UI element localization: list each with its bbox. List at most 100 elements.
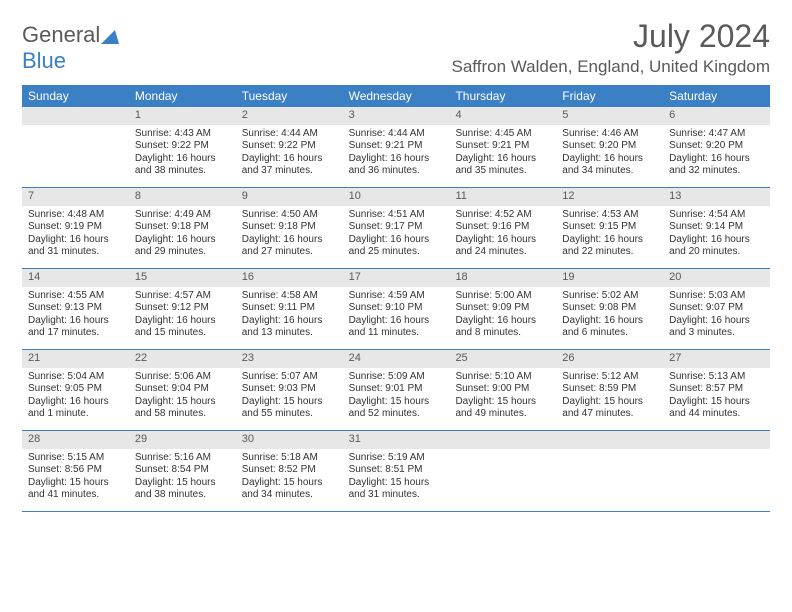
day-line: Sunrise: 4:50 AM: [242, 209, 337, 222]
day-cell: 6Sunrise: 4:47 AMSunset: 9:20 PMDaylight…: [663, 107, 770, 187]
day-content: Sunrise: 5:16 AMSunset: 8:54 PMDaylight:…: [129, 449, 236, 508]
day-cell: 15Sunrise: 4:57 AMSunset: 9:12 PMDayligh…: [129, 269, 236, 349]
day-content: Sunrise: 4:54 AMSunset: 9:14 PMDaylight:…: [663, 206, 770, 265]
day-line: Daylight: 16 hours: [28, 234, 123, 247]
day-content: Sunrise: 4:57 AMSunset: 9:12 PMDaylight:…: [129, 287, 236, 346]
day-line: Daylight: 16 hours: [28, 315, 123, 328]
day-cell: 4Sunrise: 4:45 AMSunset: 9:21 PMDaylight…: [449, 107, 556, 187]
day-number: 22: [129, 350, 236, 368]
day-line: Sunrise: 5:09 AM: [349, 371, 444, 384]
day-cell: 3Sunrise: 4:44 AMSunset: 9:21 PMDaylight…: [343, 107, 450, 187]
day-line: and 55 minutes.: [242, 408, 337, 421]
day-cell: 24Sunrise: 5:09 AMSunset: 9:01 PMDayligh…: [343, 350, 450, 430]
day-cell: 7Sunrise: 4:48 AMSunset: 9:19 PMDaylight…: [22, 188, 129, 268]
day-number: 6: [663, 107, 770, 125]
day-cell: 22Sunrise: 5:06 AMSunset: 9:04 PMDayligh…: [129, 350, 236, 430]
day-line: Sunset: 9:18 PM: [135, 221, 230, 234]
day-line: Sunset: 8:51 PM: [349, 464, 444, 477]
day-line: Sunrise: 5:07 AM: [242, 371, 337, 384]
day-line: Sunrise: 5:16 AM: [135, 452, 230, 465]
day-number: 19: [556, 269, 663, 287]
day-content: Sunrise: 4:48 AMSunset: 9:19 PMDaylight:…: [22, 206, 129, 265]
day-line: Sunset: 9:12 PM: [135, 302, 230, 315]
day-number: 12: [556, 188, 663, 206]
day-line: Daylight: 16 hours: [242, 153, 337, 166]
day-cell: 20Sunrise: 5:03 AMSunset: 9:07 PMDayligh…: [663, 269, 770, 349]
day-number: 30: [236, 431, 343, 449]
day-number: 15: [129, 269, 236, 287]
day-line: and 49 minutes.: [455, 408, 550, 421]
day-line: Sunset: 9:00 PM: [455, 383, 550, 396]
day-line: Sunset: 8:59 PM: [562, 383, 657, 396]
day-number: 29: [129, 431, 236, 449]
day-line: and 34 minutes.: [242, 489, 337, 502]
day-line: and 24 minutes.: [455, 246, 550, 259]
day-line: Sunrise: 4:54 AM: [669, 209, 764, 222]
day-content: Sunrise: 4:43 AMSunset: 9:22 PMDaylight:…: [129, 125, 236, 184]
day-line: Sunrise: 4:43 AM: [135, 128, 230, 141]
day-cell: 30Sunrise: 5:18 AMSunset: 8:52 PMDayligh…: [236, 431, 343, 511]
day-line: Sunrise: 5:03 AM: [669, 290, 764, 303]
day-number: 9: [236, 188, 343, 206]
day-line: Daylight: 15 hours: [669, 396, 764, 409]
day-line: Daylight: 16 hours: [562, 153, 657, 166]
day-content: Sunrise: 5:06 AMSunset: 9:04 PMDaylight:…: [129, 368, 236, 427]
day-line: Sunrise: 5:19 AM: [349, 452, 444, 465]
day-header: Saturday: [663, 85, 770, 107]
logo-triangle-icon: [101, 30, 119, 44]
day-number: [22, 107, 129, 125]
logo-blue: Blue: [22, 48, 66, 73]
day-content: Sunrise: 4:45 AMSunset: 9:21 PMDaylight:…: [449, 125, 556, 184]
day-cell: 21Sunrise: 5:04 AMSunset: 9:05 PMDayligh…: [22, 350, 129, 430]
day-content: Sunrise: 4:53 AMSunset: 9:15 PMDaylight:…: [556, 206, 663, 265]
day-line: Daylight: 15 hours: [28, 477, 123, 490]
day-content: Sunrise: 5:02 AMSunset: 9:08 PMDaylight:…: [556, 287, 663, 346]
day-line: and 29 minutes.: [135, 246, 230, 259]
day-line: Daylight: 15 hours: [242, 477, 337, 490]
day-number: 26: [556, 350, 663, 368]
day-header: Friday: [556, 85, 663, 107]
day-line: Sunset: 9:21 PM: [455, 140, 550, 153]
day-cell: 31Sunrise: 5:19 AMSunset: 8:51 PMDayligh…: [343, 431, 450, 511]
day-line: Daylight: 16 hours: [135, 153, 230, 166]
day-line: and 38 minutes.: [135, 165, 230, 178]
header: General Blue July 2024 Saffron Walden, E…: [22, 18, 770, 77]
day-line: Daylight: 16 hours: [135, 315, 230, 328]
day-cell: 12Sunrise: 4:53 AMSunset: 9:15 PMDayligh…: [556, 188, 663, 268]
week-row: 21Sunrise: 5:04 AMSunset: 9:05 PMDayligh…: [22, 350, 770, 431]
day-line: Daylight: 16 hours: [562, 315, 657, 328]
day-cell: 19Sunrise: 5:02 AMSunset: 9:08 PMDayligh…: [556, 269, 663, 349]
day-content: Sunrise: 4:46 AMSunset: 9:20 PMDaylight:…: [556, 125, 663, 184]
day-content: Sunrise: 4:55 AMSunset: 9:13 PMDaylight:…: [22, 287, 129, 346]
day-line: Daylight: 16 hours: [562, 234, 657, 247]
day-line: Sunrise: 5:15 AM: [28, 452, 123, 465]
day-line: Daylight: 16 hours: [28, 396, 123, 409]
day-number: 28: [22, 431, 129, 449]
day-cell: 23Sunrise: 5:07 AMSunset: 9:03 PMDayligh…: [236, 350, 343, 430]
day-number: 11: [449, 188, 556, 206]
day-line: and 47 minutes.: [562, 408, 657, 421]
day-number: [556, 431, 663, 449]
day-header: Monday: [129, 85, 236, 107]
day-cell: [22, 107, 129, 187]
day-line: and 25 minutes.: [349, 246, 444, 259]
day-number: 17: [343, 269, 450, 287]
day-line: and 52 minutes.: [349, 408, 444, 421]
day-line: and 13 minutes.: [242, 327, 337, 340]
day-line: Sunset: 9:07 PM: [669, 302, 764, 315]
day-number: 20: [663, 269, 770, 287]
day-line: Sunset: 9:05 PM: [28, 383, 123, 396]
day-line: Daylight: 16 hours: [455, 315, 550, 328]
day-line: Sunset: 8:52 PM: [242, 464, 337, 477]
day-line: and 11 minutes.: [349, 327, 444, 340]
day-line: Daylight: 16 hours: [242, 315, 337, 328]
day-line: and 15 minutes.: [135, 327, 230, 340]
day-line: Sunset: 9:20 PM: [669, 140, 764, 153]
day-content: Sunrise: 4:59 AMSunset: 9:10 PMDaylight:…: [343, 287, 450, 346]
day-content: Sunrise: 5:03 AMSunset: 9:07 PMDaylight:…: [663, 287, 770, 346]
location: Saffron Walden, England, United Kingdom: [452, 57, 770, 77]
day-line: Daylight: 15 hours: [455, 396, 550, 409]
day-number: 25: [449, 350, 556, 368]
day-line: Sunset: 9:09 PM: [455, 302, 550, 315]
day-line: and 6 minutes.: [562, 327, 657, 340]
